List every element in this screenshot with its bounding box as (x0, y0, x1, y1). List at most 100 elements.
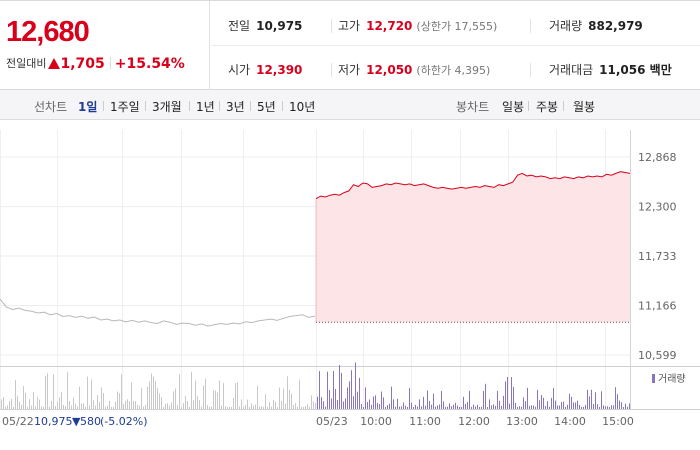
divider (331, 19, 332, 33)
period-3y[interactable]: 3년 (226, 100, 245, 114)
change-percent: +15.54% (114, 56, 185, 72)
volume-bar-today (349, 381, 350, 409)
volume-bar-prev (117, 391, 118, 409)
volume-bar-today (369, 399, 370, 409)
period-1d[interactable]: 1일 (78, 100, 98, 114)
volume-bar-prev (157, 388, 158, 409)
volume-bar-today (611, 405, 612, 409)
volume-bar-prev (103, 392, 104, 409)
volume-bar-prev (33, 391, 34, 409)
volume-bar-prev (253, 405, 254, 409)
volume-bar-today (335, 389, 336, 409)
volume-bar-today (567, 404, 568, 409)
volume-bar-today (317, 396, 318, 409)
volume-bar-prev (213, 390, 214, 409)
volume-bar-prev (139, 405, 140, 409)
volume-legend-label: 거래량 (658, 373, 686, 385)
y-tick-label: 11,166 (638, 300, 677, 313)
volume-bar-prev (129, 401, 130, 409)
volume-bar-prev (309, 406, 310, 409)
today-area-fill (316, 171, 630, 323)
volume-bar-today (601, 391, 602, 409)
volume-bar-prev (313, 401, 314, 409)
volume-bar-prev (229, 406, 230, 409)
volume-bar-today (431, 404, 432, 409)
volume-bar-prev (87, 376, 88, 409)
volume-bar-prev (189, 406, 190, 409)
volume-bar-prev (265, 394, 266, 409)
period-5y[interactable]: 5년 (257, 100, 276, 114)
volume-bar-prev (77, 406, 78, 409)
volume-bar-today (469, 390, 470, 409)
volume-bar-today (367, 401, 368, 409)
volume-bar-today (343, 401, 344, 409)
volume-bar-today (403, 402, 404, 409)
volume-bar-prev (303, 406, 304, 409)
volume-bar-today (417, 406, 418, 409)
candle-monthly[interactable]: 월봉 (573, 100, 596, 114)
x-tick-label: 12:00 (458, 415, 490, 428)
volume-bar-prev (63, 404, 64, 409)
volume-bar-today (381, 391, 382, 409)
volume-bar-today (513, 386, 514, 409)
stat-label: 고가 (338, 19, 361, 33)
volume-bar-today (543, 397, 544, 409)
volume-bar-today (419, 399, 420, 409)
candle-daily[interactable]: 일봉 (502, 100, 525, 114)
divider (563, 101, 564, 111)
volume-bar-prev (283, 388, 284, 409)
volume-bar-prev (149, 381, 150, 409)
volume-bar-today (355, 362, 356, 409)
period-10y[interactable]: 10년 (289, 100, 316, 114)
volume-bar-today (363, 406, 364, 409)
volume-bar-prev (255, 404, 256, 409)
volume-bar-prev (167, 403, 168, 409)
volume-bar-prev (83, 403, 84, 409)
volume-bar-prev (7, 405, 8, 409)
price-chart[interactable]: 12,868 12,300 11,733 11,166 10,599 거래량 05/22… (0, 121, 700, 450)
volume-bar-today (565, 406, 566, 409)
volume-bar-today (449, 403, 450, 409)
chart-series (0, 171, 631, 327)
volume-bar-today (413, 406, 414, 409)
volume-bar-today (377, 402, 378, 409)
change-divider (109, 57, 111, 69)
volume-bar-prev (65, 406, 66, 409)
volume-bar-prev (197, 395, 198, 409)
volume-bar-today (595, 392, 596, 409)
volume-bar-today (525, 401, 526, 409)
prev-day-change-pct: (-5.02%) (100, 415, 148, 428)
volume-bar-prev (75, 403, 76, 409)
candle-weekly[interactable]: 주봉 (536, 100, 559, 114)
stock-summary: 12,680 전일대비 1,705 +15.54% 전일 10,975 고가 12,72… (0, 0, 700, 90)
volume-bar-today (547, 401, 548, 409)
volume-bar-prev (29, 399, 30, 409)
period-3m[interactable]: 3개월 (152, 100, 182, 114)
volume-bar-today (365, 387, 366, 409)
volume-bar-today (559, 405, 560, 409)
volume-bar-prev (47, 373, 48, 409)
volume-bar-prev (219, 380, 220, 409)
stat-value: 11,056 백만 (599, 63, 672, 77)
volume-bar-prev (193, 400, 194, 409)
period-1y[interactable]: 1년 (196, 100, 215, 114)
volume-bar-today (505, 381, 506, 409)
volume-bar-today (523, 397, 524, 409)
stat-value: 12,050 (366, 63, 413, 77)
volume-bar-today (385, 406, 386, 409)
volume-bar-prev (25, 392, 26, 409)
volume-bar-prev (111, 406, 112, 409)
volume-bar-today (383, 397, 384, 409)
volume-bar-today (597, 404, 598, 409)
volume-bar-today (427, 390, 428, 409)
volume-bar-prev (105, 406, 106, 409)
divider (250, 101, 251, 111)
down-arrow-icon: ▼ (72, 415, 81, 428)
y-tick-label: 12,300 (638, 201, 677, 214)
volume-bar-prev (5, 406, 6, 409)
volume-bar-prev (291, 393, 292, 409)
volume-bar-prev (165, 403, 166, 409)
period-1w[interactable]: 1주일 (110, 100, 140, 114)
volume-bar-today (361, 404, 362, 409)
y-tick-label: 12,868 (638, 151, 677, 164)
